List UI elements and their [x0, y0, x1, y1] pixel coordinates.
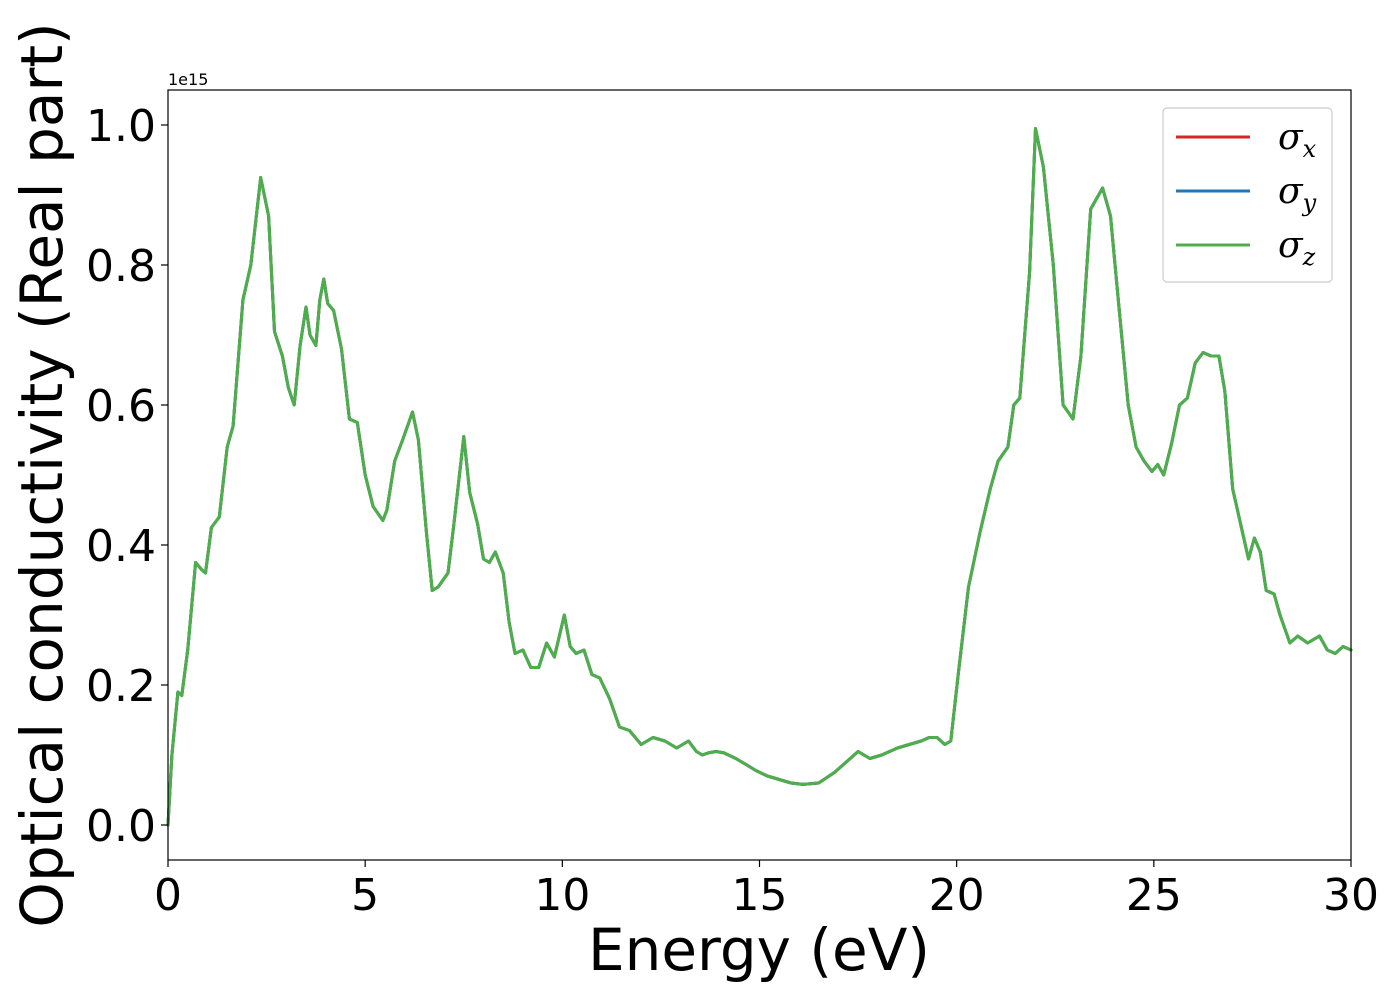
y-tick-label: 0.2 — [86, 661, 156, 712]
x-tick-label: 20 — [929, 870, 985, 921]
y-axis-label: Optical conductivity (Real part) — [8, 22, 76, 927]
legend-label-sigma-y: σy — [1278, 171, 1317, 217]
y-tick-label: 0.4 — [86, 521, 156, 572]
x-tick-label: 10 — [534, 870, 590, 921]
legend-label-sigma-z: σz — [1278, 225, 1316, 271]
y-offset-label: 1e15 — [168, 70, 208, 89]
x-axis-label: Energy (eV) — [588, 916, 930, 984]
x-tick-label: 15 — [732, 870, 788, 921]
y-tick-label: 1.0 — [86, 101, 156, 152]
series-lines — [166, 127, 1353, 827]
legend-box — [1162, 107, 1333, 283]
y-tick-label: 0.6 — [86, 381, 156, 432]
x-tick-label: 25 — [1126, 870, 1182, 921]
x-axis-ticks: 0 5 10 15 20 25 30 — [154, 860, 1379, 921]
y-axis-ticks: 0.0 0.2 0.4 0.6 0.8 1.0 — [86, 101, 168, 852]
y-tick-label: 0.0 — [86, 801, 156, 852]
x-tick-label: 0 — [154, 870, 182, 921]
x-tick-label: 5 — [351, 870, 379, 921]
legend-label-sigma-x: σx — [1278, 117, 1317, 163]
legend: σx σy σz — [1162, 107, 1333, 283]
x-tick-label: 30 — [1323, 870, 1379, 921]
y-tick-label: 0.8 — [86, 241, 156, 292]
series-line-sigma-z — [166, 127, 1353, 827]
